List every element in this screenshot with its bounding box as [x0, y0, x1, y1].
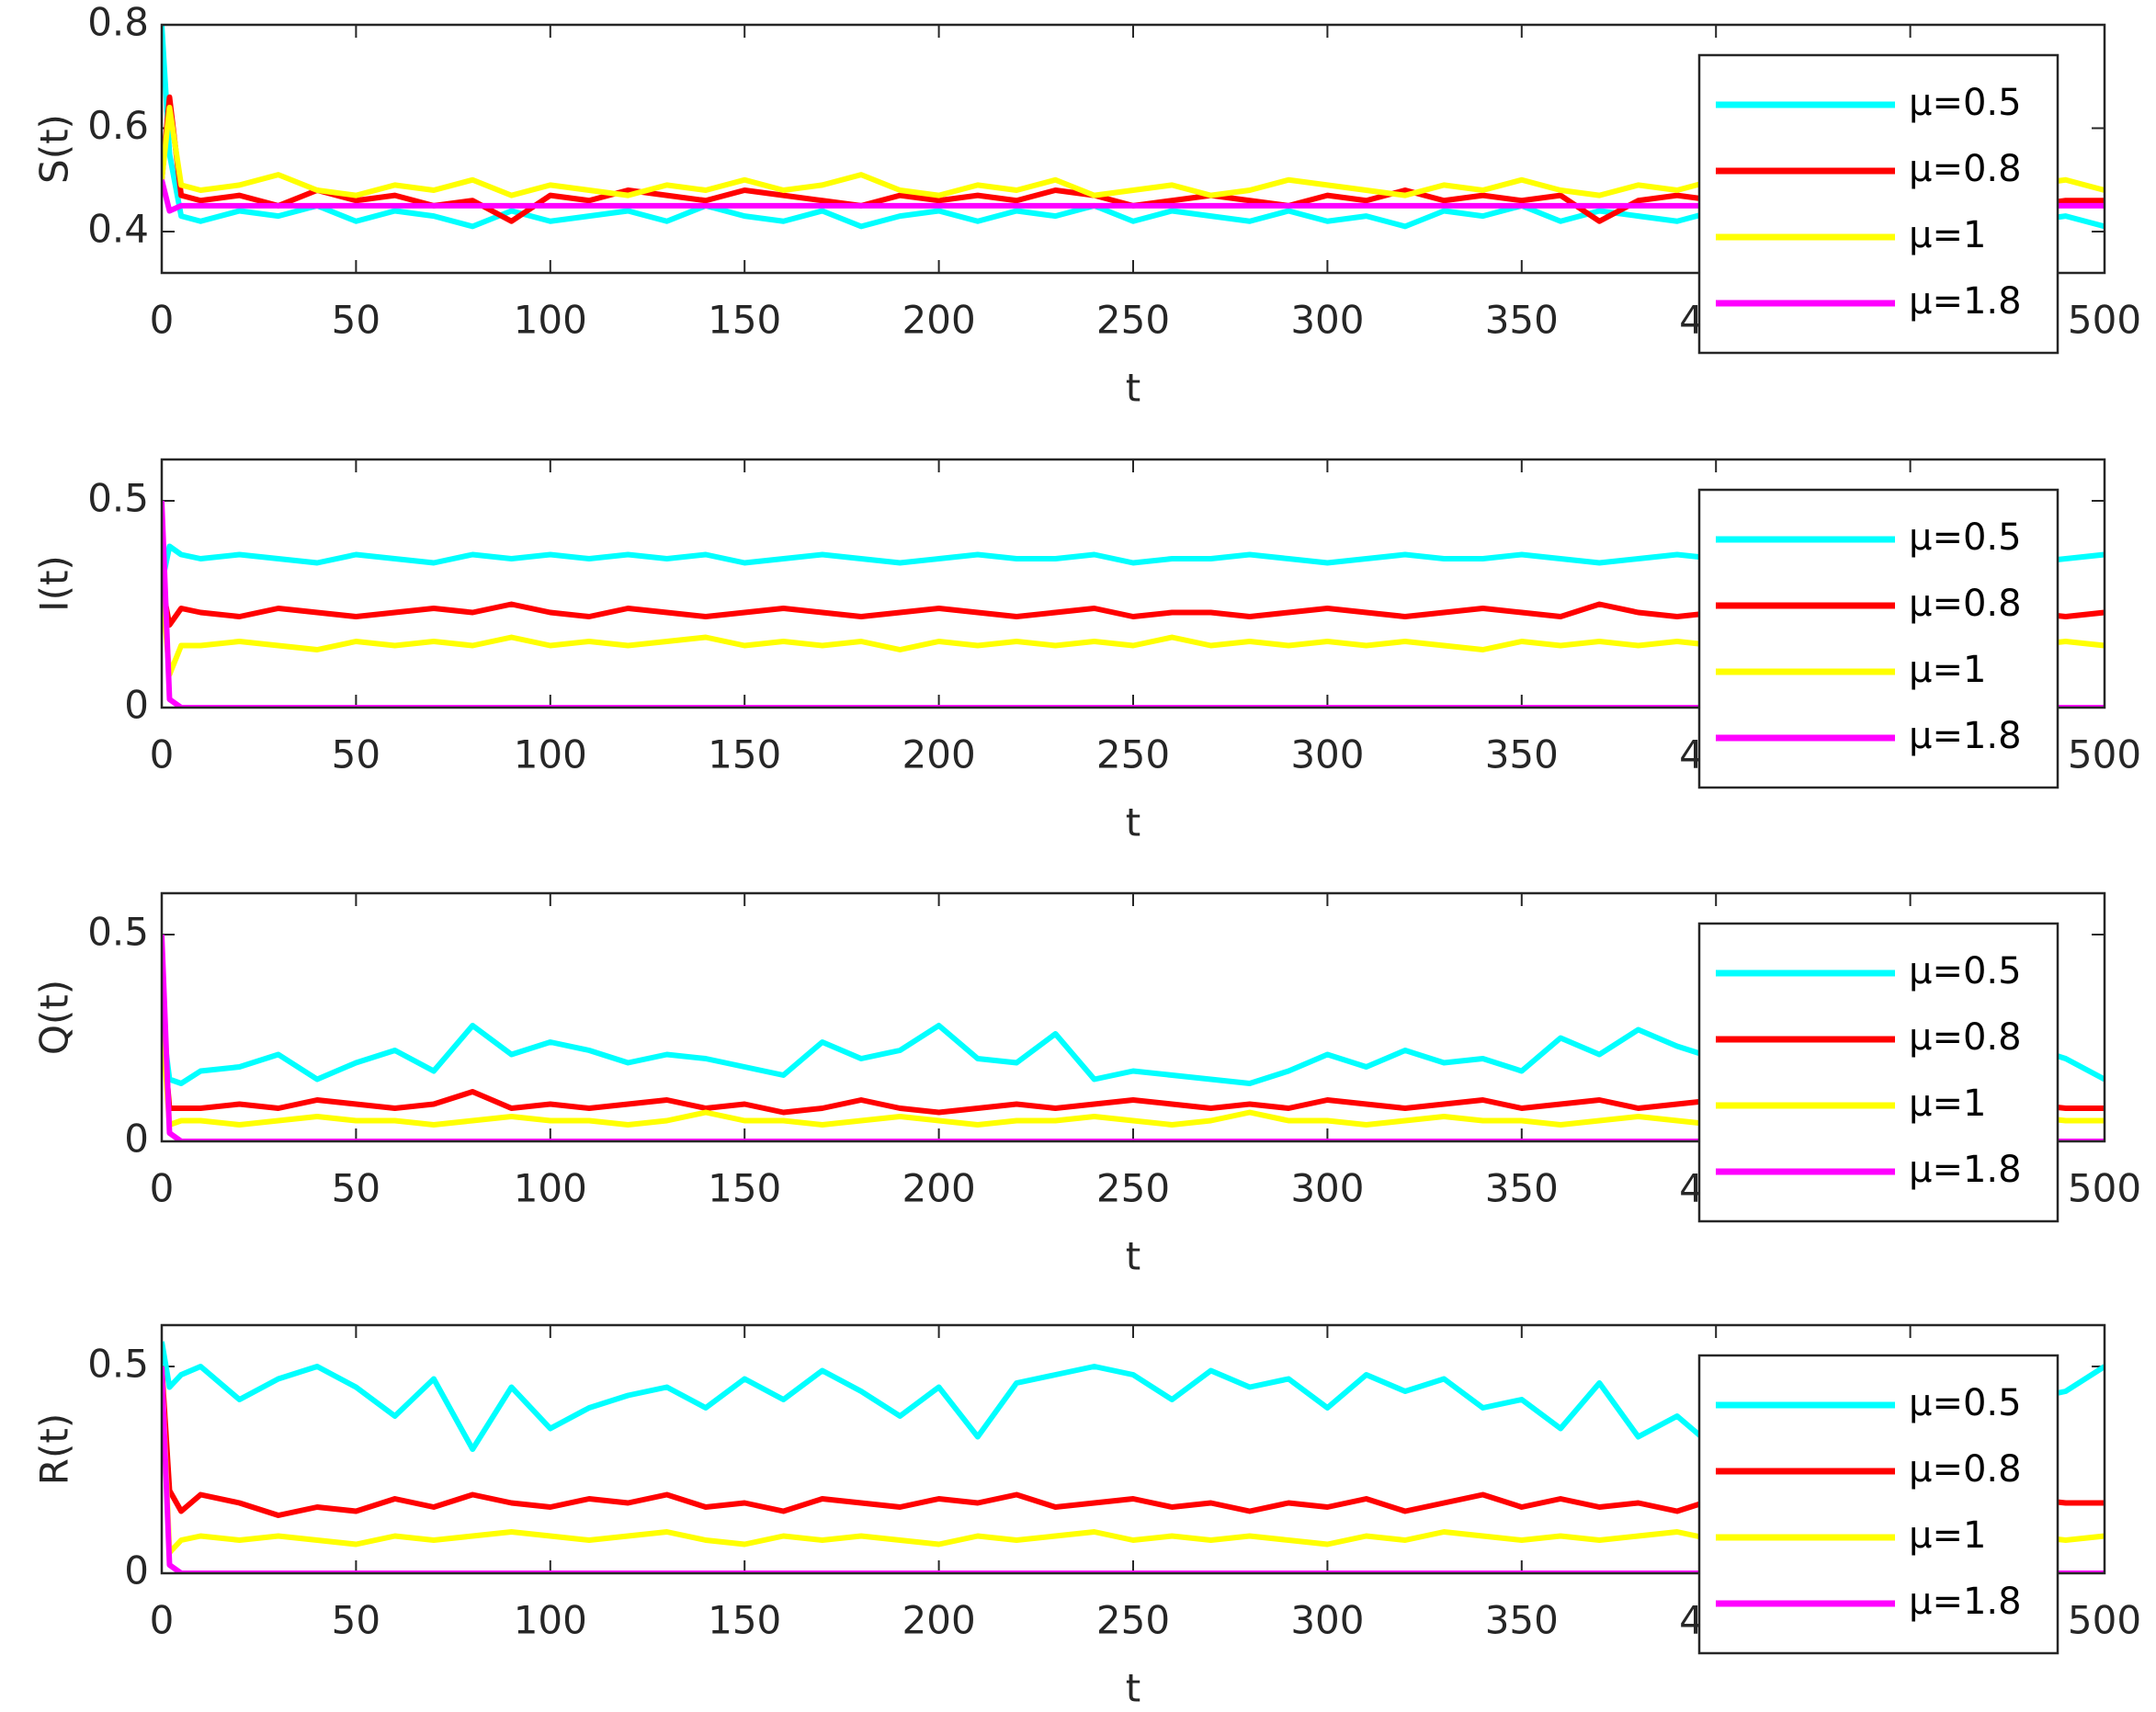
- x-tick-label: 150: [708, 298, 781, 343]
- x-tick-label: 100: [514, 298, 587, 343]
- x-tick-label: 500: [2068, 1598, 2141, 1643]
- x-tick-label: 0: [150, 1166, 175, 1211]
- x-tick-label: 300: [1290, 298, 1364, 343]
- y-tick-label: 0.5: [87, 476, 149, 521]
- x-tick-label: 350: [1485, 1598, 1559, 1643]
- legend-label: μ=0.5: [1909, 1382, 2022, 1424]
- x-tick-label: 0: [150, 298, 175, 343]
- legend: μ=0.5 μ=0.8 μ=1 μ=1.8: [1697, 488, 2060, 789]
- legend-label: μ=1.8: [1909, 280, 2022, 323]
- x-tick-label: 150: [708, 1166, 781, 1211]
- x-tick-label: 50: [332, 732, 380, 777]
- legend-label: μ=0.5: [1909, 516, 2022, 559]
- x-tick-label: 200: [902, 1166, 976, 1211]
- x-axis-label: t: [1126, 1666, 1140, 1711]
- legend: μ=0.5 μ=0.8 μ=1 μ=1.8: [1697, 1354, 2060, 1655]
- x-tick-label: 100: [514, 1166, 587, 1211]
- x-axis-label: t: [1126, 1234, 1140, 1279]
- x-tick-label: 200: [902, 732, 976, 777]
- axes-box: [160, 23, 2106, 275]
- y-axis-label: I(t): [32, 555, 77, 612]
- x-axis-label: t: [1126, 366, 1140, 411]
- y-tick-label: 0.6: [87, 103, 149, 148]
- legend-label: μ=0.8: [1909, 1448, 2022, 1491]
- x-tick-label: 500: [2068, 1166, 2141, 1211]
- axes-box: [160, 458, 2106, 709]
- y-tick-label: 0: [124, 1117, 149, 1162]
- x-tick-label: 300: [1290, 732, 1364, 777]
- legend-label: μ=0.5: [1909, 82, 2022, 124]
- x-tick-label: 0: [150, 732, 175, 777]
- legend: μ=0.5 μ=0.8 μ=1 μ=1.8: [1697, 922, 2060, 1223]
- axes-box: [160, 1323, 2106, 1575]
- x-tick-label: 300: [1290, 1166, 1364, 1211]
- x-tick-label: 250: [1096, 732, 1170, 777]
- axes-box: [160, 891, 2106, 1143]
- legend: μ=0.5 μ=0.8 μ=1 μ=1.8: [1697, 53, 2060, 355]
- legend-label: μ=1: [1909, 214, 1986, 256]
- legend-label: μ=1: [1909, 1083, 1986, 1125]
- x-tick-label: 300: [1290, 1598, 1364, 1643]
- x-tick-label: 50: [332, 1166, 380, 1211]
- y-axis-label: Q(t): [32, 980, 77, 1055]
- y-tick-label: 0.5: [87, 1342, 149, 1387]
- x-tick-label: 200: [902, 298, 976, 343]
- x-axis-label: t: [1126, 800, 1140, 845]
- y-tick-label: 0.8: [87, 0, 149, 45]
- legend-label: μ=1: [1909, 649, 1986, 691]
- legend-label: μ=1: [1909, 1514, 1986, 1557]
- x-tick-label: 350: [1485, 1166, 1559, 1211]
- y-tick-label: 0: [124, 1548, 149, 1593]
- y-tick-label: 0.4: [87, 207, 149, 252]
- x-tick-label: 350: [1485, 732, 1559, 777]
- x-tick-label: 350: [1485, 298, 1559, 343]
- legend-label: μ=0.8: [1909, 148, 2022, 190]
- y-tick-label: 0: [124, 683, 149, 728]
- x-tick-label: 50: [332, 1598, 380, 1643]
- legend-label: μ=1.8: [1909, 1149, 2022, 1191]
- x-tick-label: 150: [708, 732, 781, 777]
- x-tick-label: 150: [708, 1598, 781, 1643]
- y-axis-label: R(t): [32, 1413, 77, 1485]
- x-tick-label: 100: [514, 1598, 587, 1643]
- x-tick-label: 250: [1096, 1166, 1170, 1211]
- legend-label: μ=1.8: [1909, 1581, 2022, 1623]
- x-tick-label: 500: [2068, 298, 2141, 343]
- x-tick-label: 250: [1096, 1598, 1170, 1643]
- x-tick-label: 50: [332, 298, 380, 343]
- x-tick-label: 0: [150, 1598, 175, 1643]
- y-tick-label: 0.5: [87, 910, 149, 955]
- legend-label: μ=0.5: [1909, 950, 2022, 992]
- y-axis-label: S(t): [32, 114, 77, 184]
- x-tick-label: 500: [2068, 732, 2141, 777]
- legend-label: μ=0.8: [1909, 583, 2022, 625]
- x-tick-label: 250: [1096, 298, 1170, 343]
- x-tick-label: 200: [902, 1598, 976, 1643]
- legend-label: μ=1.8: [1909, 715, 2022, 757]
- legend-label: μ=0.8: [1909, 1016, 2022, 1059]
- x-tick-label: 100: [514, 732, 587, 777]
